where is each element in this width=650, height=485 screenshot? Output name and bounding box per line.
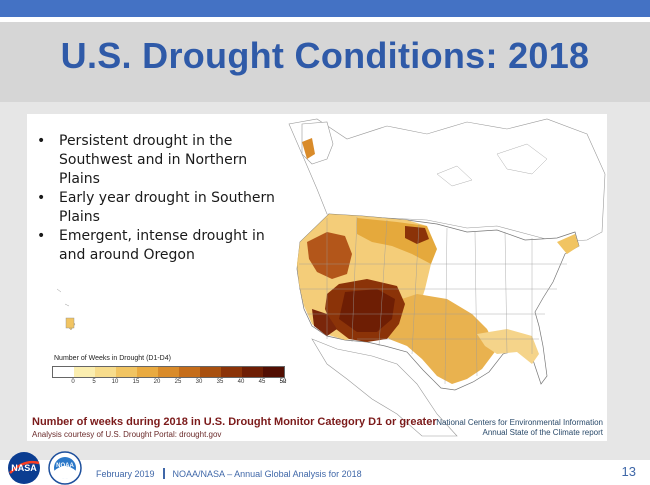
nasa-logo-icon: NASA <box>8 452 40 484</box>
nasa-logo-text: NASA <box>11 463 37 473</box>
source-note: National Centers for Environmental Infor… <box>436 418 603 438</box>
legend-swatch <box>158 367 179 377</box>
legend-swatch <box>116 367 137 377</box>
legend-title: Number of Weeks in Drought (D1-D4) <box>54 355 171 362</box>
legend-tick-label: 35 <box>216 379 224 385</box>
legend-tick-label: 25 <box>174 379 182 385</box>
drought-north-dakota <box>405 226 429 244</box>
drought-southeast <box>477 329 539 364</box>
legend-swatch <box>263 367 284 377</box>
footer-date: February 2019 <box>96 469 155 479</box>
legend-tick-label: 20 <box>153 379 161 385</box>
drought-socal <box>312 309 337 336</box>
bullet-item: Persistent drought in the Southwest and … <box>35 132 275 189</box>
bullet-item: Emergent, intense drought in and around … <box>35 227 275 265</box>
legend-swatch <box>200 367 221 377</box>
legend-tick-label: 30 <box>195 379 203 385</box>
map-caption: Number of weeks during 2018 in U.S. Drou… <box>32 416 437 428</box>
slide-title: U.S. Drought Conditions: 2018 <box>60 35 590 76</box>
canada-lake <box>496 143 548 175</box>
drought-northeast <box>557 234 579 254</box>
legend-swatch <box>53 367 74 377</box>
bullet-item: Early year drought in Southern Plains <box>35 189 275 227</box>
legend-tick-label: 40 <box>237 379 245 385</box>
us-drought-map <box>56 118 606 437</box>
legend-swatch <box>95 367 116 377</box>
legend-tick-label: 5 <box>92 379 96 385</box>
legend-tick-label: 50 <box>279 379 287 385</box>
drought-oregon <box>307 232 352 279</box>
source-line: Annual State of the Climate report <box>482 428 603 437</box>
legend-swatch <box>74 367 95 377</box>
source-line: National Centers for Environmental Infor… <box>436 418 603 427</box>
canada-lake <box>436 165 473 187</box>
legend-swatch <box>137 367 158 377</box>
slide-footer: February 2019 NOAA/NASA – Annual Global A… <box>96 468 362 479</box>
bullet-list: Persistent drought in the Southwest and … <box>35 132 275 265</box>
legend-tick-label: 10 <box>111 379 119 385</box>
legend-color-bar <box>52 366 285 378</box>
footer-separator <box>162 468 165 479</box>
legend-tick-label: 15 <box>132 379 140 385</box>
legend-tick-label: 52 <box>279 379 287 385</box>
noaa-logo-icon: NOAA <box>48 451 82 485</box>
top-accent-bar <box>0 0 650 17</box>
legend-swatch <box>179 367 200 377</box>
legend-tick-label: 0 <box>71 379 75 385</box>
legend-swatch <box>242 367 263 377</box>
alaska-drought <box>302 138 315 159</box>
hawaii-drought <box>65 317 75 329</box>
noaa-logo-text: NOAA <box>56 463 74 469</box>
legend-tick-label: 45 <box>258 379 266 385</box>
page-number: 13 <box>621 464 636 479</box>
mexico-outline <box>311 338 458 437</box>
map-credit: Analysis courtesy of U.S. Drought Portal… <box>32 430 222 439</box>
legend-swatch <box>221 367 242 377</box>
legend-ticks: 0 5 10 15 20 25 30 35 40 45 50 52 <box>52 379 292 389</box>
state-lines <box>299 216 567 385</box>
title-band <box>0 22 650 102</box>
footer-event: NOAA/NASA – Annual Global Analysis for 2… <box>172 469 362 479</box>
